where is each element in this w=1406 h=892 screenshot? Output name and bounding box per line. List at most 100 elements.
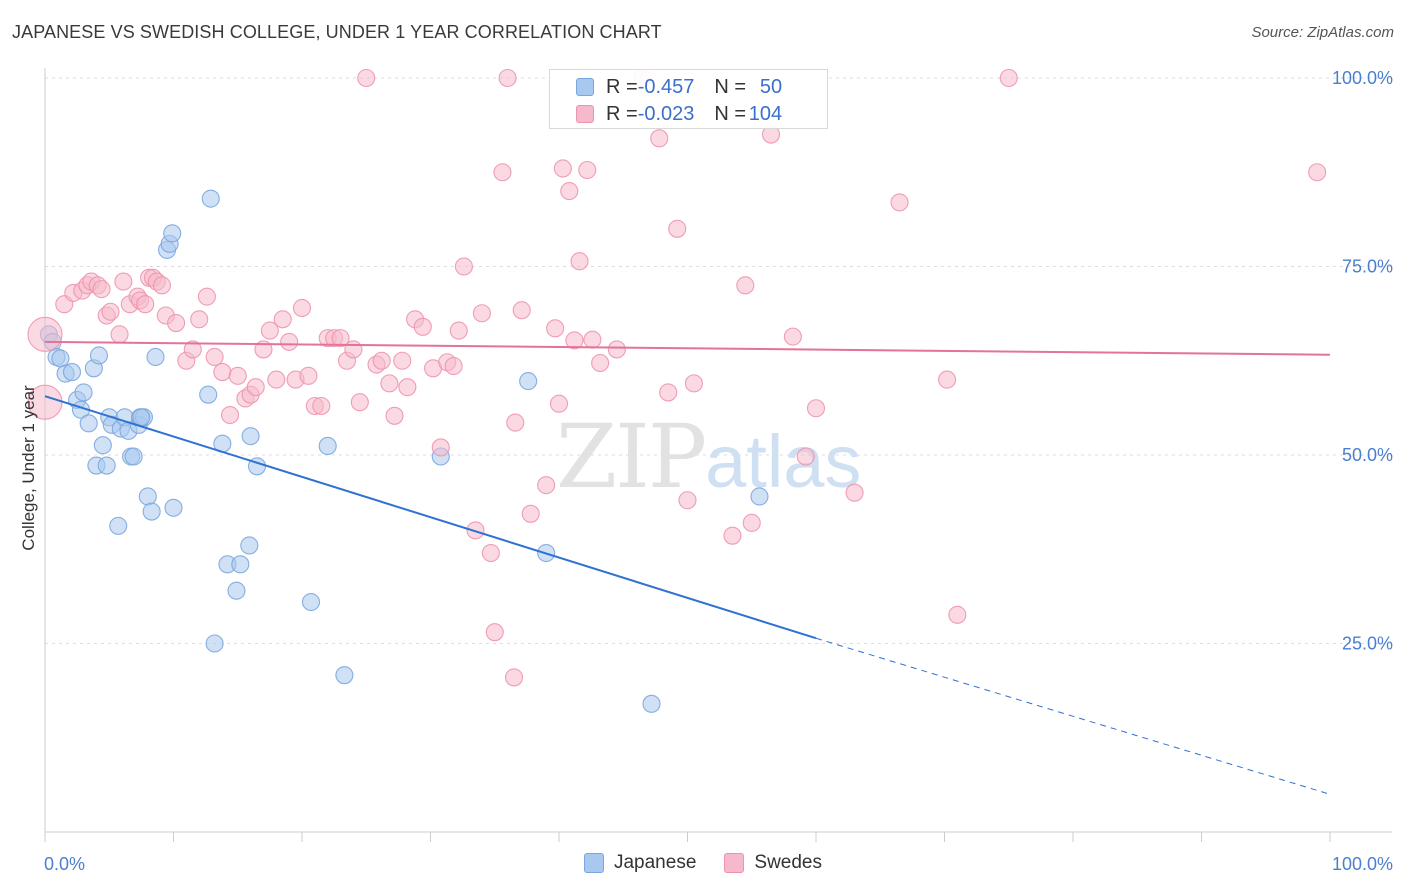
point-swedes [938, 370, 957, 389]
point-swedes [565, 331, 584, 350]
chart-title: JAPANESE VS SWEDISH COLLEGE, UNDER 1 YEA… [12, 22, 662, 42]
point-swedes [213, 363, 232, 382]
point-swedes [183, 340, 202, 359]
point-japanese [241, 427, 260, 446]
point-swedes [228, 366, 247, 385]
chart-source: Source: ZipAtlas.com [1251, 24, 1394, 41]
point-swedes [344, 340, 363, 359]
point-japanese [93, 436, 112, 455]
x-tick-label: 0.0% [44, 854, 85, 874]
point-swedes [583, 330, 602, 349]
legend-row-swedes: R = -0.023 N = 104 [576, 101, 782, 127]
point-swedes [553, 159, 572, 178]
point-swedes [254, 340, 273, 359]
point-swedes [498, 68, 517, 88]
point-japanese [519, 372, 538, 391]
point-swedes [570, 252, 589, 271]
legend-swatch-swedes [576, 105, 594, 123]
point-japanese [201, 189, 220, 208]
point-swedes [549, 394, 569, 413]
legend-item-japanese[interactable]: Japanese [583, 852, 697, 874]
point-japanese [146, 347, 165, 367]
point-swedes [444, 356, 463, 376]
series-japanese-points [39, 189, 769, 713]
point-japanese [109, 516, 128, 535]
legend-r-label: R = [606, 102, 638, 125]
point-swedes [796, 447, 815, 466]
point-japanese [205, 634, 224, 653]
point-swedes [650, 129, 669, 148]
point-japanese [163, 224, 182, 243]
legend-n-label: N = [714, 75, 747, 98]
point-swedes [372, 351, 391, 370]
y-axis-label: College, Under 1 year [19, 385, 39, 550]
point-swedes [431, 438, 450, 457]
tick-labels: 25.0% 50.0% 75.0% 100.0% 0.0% 100.0% [44, 68, 1393, 874]
point-japanese [642, 694, 661, 713]
point-japanese [124, 447, 143, 466]
watermark-zip: ZIP [556, 405, 707, 508]
y-tick-label: 25.0% [1342, 634, 1393, 654]
legend-swatch-japanese [576, 78, 594, 96]
point-japanese [132, 408, 151, 427]
watermark-atlas: atlas [705, 420, 862, 503]
point-swedes [521, 504, 540, 523]
point-swedes [1308, 163, 1327, 182]
point-swedes [999, 68, 1018, 88]
series-swedes-points [27, 68, 1327, 687]
point-swedes [449, 321, 468, 340]
legend-label-swedes: Swedes [754, 852, 822, 873]
point-swedes [607, 340, 626, 359]
legend-row-japanese: R = -0.457 N = 50 [576, 74, 782, 100]
point-swedes [578, 160, 597, 180]
point-swedes [472, 304, 491, 323]
legend-label-japanese: Japanese [613, 852, 697, 873]
point-swedes [101, 302, 120, 321]
point-swedes [205, 347, 224, 367]
point-swedes [197, 287, 216, 306]
point-swedes [220, 405, 240, 425]
point-swedes [454, 257, 473, 276]
point-swedes [560, 182, 579, 201]
point-swedes [273, 310, 292, 329]
point-swedes [350, 393, 369, 412]
trend-line-japanese [44, 395, 817, 640]
point-swedes [504, 668, 524, 687]
point-swedes [845, 483, 864, 502]
y-axis-label-text: College, Under 1 year [19, 385, 38, 551]
y-tick-label: 50.0% [1342, 445, 1393, 465]
legend-item-swedes[interactable]: Swedes [724, 852, 822, 874]
point-swedes [27, 316, 63, 352]
legend-n-value: 50 [759, 75, 783, 98]
x-tick-label: 100.0% [1332, 854, 1393, 874]
point-swedes [292, 298, 312, 318]
point-japanese [97, 456, 116, 475]
point-swedes [190, 310, 209, 329]
point-swedes [783, 327, 802, 346]
point-swedes [723, 526, 742, 545]
point-swedes [493, 163, 512, 182]
point-japanese [79, 414, 98, 433]
point-swedes [890, 193, 909, 212]
point-swedes [512, 301, 531, 320]
point-japanese [74, 383, 93, 402]
point-swedes [357, 68, 376, 88]
point-swedes [110, 325, 129, 344]
correlation-legend: R = -0.457 N = 50 R = -0.023 N = 104 [549, 69, 828, 129]
point-swedes [948, 605, 967, 624]
point-japanese [240, 536, 259, 555]
watermark: ZIPatlas [556, 405, 861, 508]
point-swedes [736, 276, 755, 295]
legend-swatch-japanese [583, 853, 604, 873]
point-swedes [398, 378, 417, 397]
point-swedes [742, 513, 761, 532]
point-swedes [678, 491, 697, 510]
legend-n-label: N = [714, 102, 747, 125]
trend-line-japanese-extension [815, 637, 1331, 795]
point-swedes [506, 413, 525, 432]
point-swedes [260, 321, 279, 340]
point-japanese [138, 487, 157, 506]
point-swedes [413, 317, 432, 336]
point-swedes [485, 623, 504, 642]
point-swedes [380, 374, 399, 393]
